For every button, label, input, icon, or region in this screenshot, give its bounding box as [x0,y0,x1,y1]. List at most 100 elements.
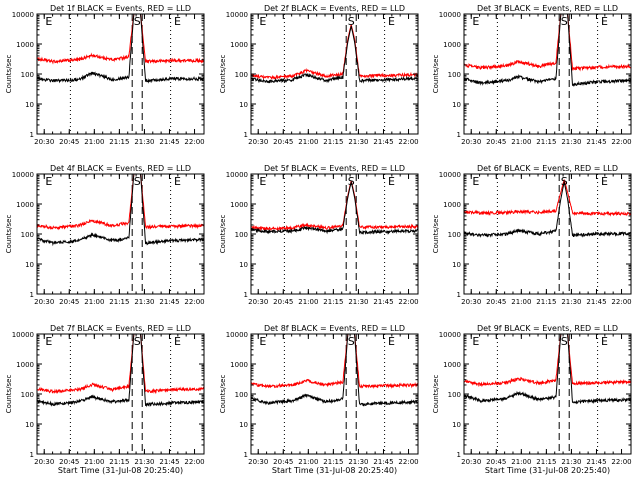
x-tick-label: 21:30 [348,458,368,466]
region-label: E [388,175,395,188]
region-label: E [45,15,52,28]
series-line-lld [464,14,631,72]
panel-det-9: 1 10 100 1000 10000 20:30 20:45 21:00 21:15 21:30… [432,324,632,475]
y-tick-label: 1 [30,451,34,459]
y-tick-label: 100 [448,71,461,79]
x-tick-label: 21:15 [536,138,556,146]
x-tick-label: 21:30 [561,458,581,466]
series-line-lld [464,179,631,217]
region-label: E [472,15,479,28]
series-line-events [251,25,418,84]
x-tick-label: 21:00 [511,458,531,466]
y-tick-label: 10000 [226,331,248,339]
series-line-lld [37,14,204,65]
y-tick-label: 10 [452,261,461,269]
panel-det-4: 1 10 100 1000 10000 20:30 20:45 21:00 21:15 21:30… [5,164,205,306]
region-label: E [472,335,479,348]
plot-frame [250,173,419,295]
region-label: E [601,15,608,28]
y-tick-label: 10000 [12,11,34,19]
y-tick-label: 100 [235,71,248,79]
panel-title: Det 8f BLACK = Events, RED = LLD [264,324,405,333]
x-tick-label: 21:45 [586,138,606,146]
series-line-events [464,14,631,88]
y-tick-label: 1000 [16,41,34,49]
x-tick-label: 21:15 [323,458,343,466]
x-tick-label: 21:45 [159,138,179,146]
x-tick-label: 21:45 [586,458,606,466]
y-tick-label: 1 [457,291,461,299]
plot-frame [36,173,205,295]
series-line-events [464,334,631,405]
x-tick-label: 21:30 [348,298,368,306]
y-tick-label: 10 [25,261,34,269]
plot-frame [463,333,632,455]
region-label: S [134,175,141,188]
panel-title: Det 2f BLACK = Events, RED = LLD [264,4,405,13]
x-tick-label: 22:00 [184,298,204,306]
y-axis-label: Counts/sec [219,375,227,414]
x-tick-label: 22:00 [398,298,418,306]
panel-det-7: 1 10 100 1000 10000 20:30 20:45 21:00 21:15 21:30… [5,324,205,475]
y-axis-label: Counts/sec [219,55,227,94]
x-tick-label: 21:15 [536,298,556,306]
y-tick-label: 1 [244,451,248,459]
plot-frame [463,13,632,135]
y-tick-label: 1 [244,291,248,299]
x-tick-label: 21:45 [373,298,393,306]
panel-title: Det 3f BLACK = Events, RED = LLD [477,4,618,13]
x-tick-label: 21:15 [536,458,556,466]
y-tick-label: 1 [244,131,248,139]
x-tick-label: 21:00 [84,138,104,146]
x-tick-label: 21:30 [134,138,154,146]
x-tick-label: 21:30 [561,138,581,146]
y-axis-label: Counts/sec [432,375,440,414]
region-label: E [259,15,266,28]
x-tick-label: 21:30 [348,138,368,146]
x-tick-label: 21:15 [323,298,343,306]
x-tick-label: 21:45 [373,138,393,146]
region-label: S [348,175,355,188]
x-tick-label: 22:00 [611,458,631,466]
region-label: E [174,175,181,188]
x-tick-label: 22:00 [398,138,418,146]
x-tick-label: 21:15 [109,298,129,306]
x-tick-label: 20:45 [59,458,79,466]
y-tick-label: 1 [457,131,461,139]
panel-title: Det 1f BLACK = Events, RED = LLD [50,4,191,13]
series-line-lld [251,334,418,389]
y-tick-label: 10000 [439,171,461,179]
region-label: S [348,15,355,28]
y-tick-label: 100 [21,231,34,239]
series-line-lld [37,334,204,395]
x-tick-label: 21:45 [159,298,179,306]
y-tick-label: 1000 [16,201,34,209]
x-tick-label: 21:00 [84,298,104,306]
plot-frame [36,13,205,135]
x-tick-label: 21:45 [373,458,393,466]
x-tick-label: 21:00 [298,138,318,146]
y-tick-label: 100 [21,391,34,399]
series-line-lld [37,174,204,231]
x-tick-label: 21:00 [298,458,318,466]
region-label: S [561,335,568,348]
region-label: E [601,335,608,348]
x-tick-label: 21:15 [323,138,343,146]
x-axis-label: Start Time (31-Jul-08 20:25:40) [58,466,183,475]
panel-title: Det 4f BLACK = Events, RED = LLD [50,164,191,173]
series-line-lld [464,334,631,388]
region-label: S [348,335,355,348]
x-tick-label: 21:30 [134,298,154,306]
y-tick-label: 10 [25,101,34,109]
panel-det-2: 1 10 100 1000 10000 20:30 20:45 21:00 21:15 21:30… [219,4,419,146]
x-axis-label: Start Time (31-Jul-08 20:25:40) [485,466,610,475]
region-label: S [134,335,141,348]
x-tick-label: 21:00 [84,458,104,466]
y-tick-label: 1000 [230,361,248,369]
x-tick-label: 20:30 [34,458,54,466]
y-tick-label: 1 [457,451,461,459]
series-line-events [464,181,631,238]
y-tick-label: 10 [452,101,461,109]
series-line-events [251,181,418,236]
